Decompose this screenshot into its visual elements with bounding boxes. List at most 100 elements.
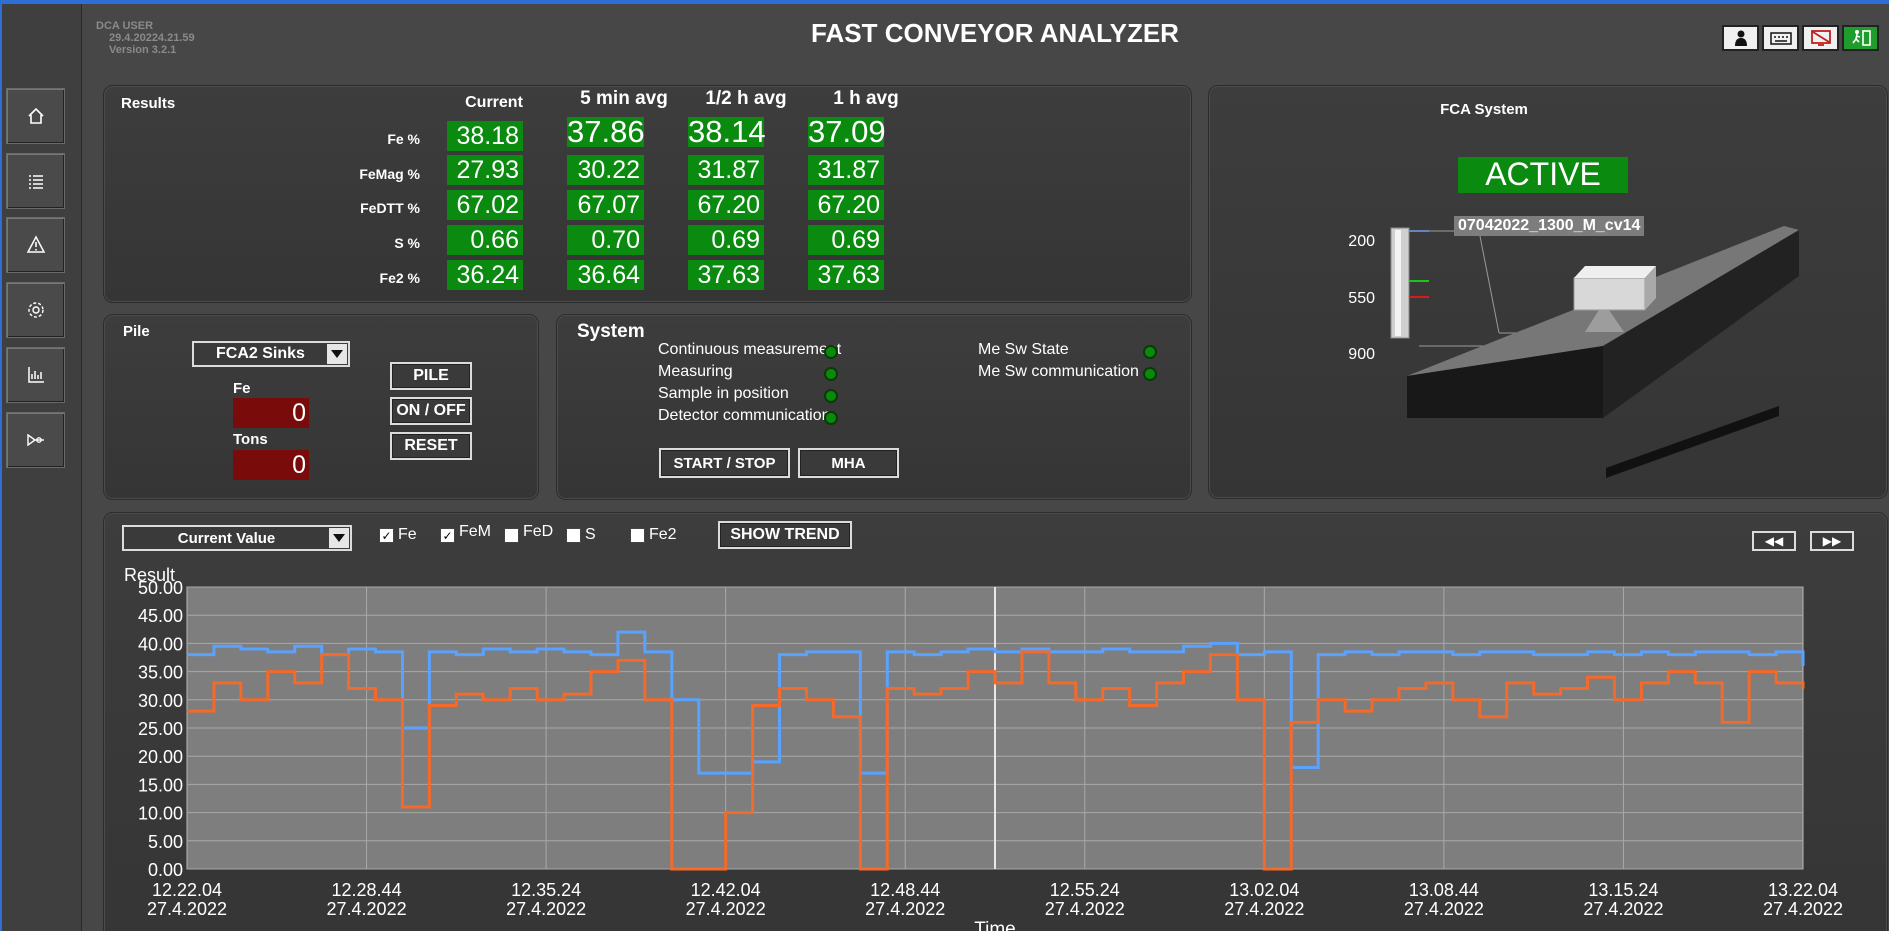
- x-tick-date: 27.4.2022: [686, 899, 766, 919]
- led-continuous: [824, 345, 838, 359]
- led-measuring: [824, 367, 838, 381]
- fe-5min: 37.86: [567, 114, 645, 149]
- row-label-fedtt: FeDTT %: [360, 200, 420, 216]
- screen-off-button[interactable]: [1802, 25, 1839, 51]
- window-top-border: [0, 0, 1889, 4]
- show-trend-button[interactable]: SHOW TREND: [718, 521, 852, 549]
- s-halfhour: 0.69: [688, 225, 764, 255]
- row-label-fe: Fe %: [387, 131, 420, 147]
- home-nav-button[interactable]: [6, 88, 65, 144]
- datetime: 29.4.20224.21.59: [109, 32, 195, 44]
- row-label-fe2: Fe2 %: [379, 270, 420, 286]
- top-toolbar: [1722, 25, 1879, 51]
- fem-checkbox-label: FeM: [459, 523, 491, 540]
- y-tick-label: 0.00: [148, 860, 183, 880]
- x-tick-time: 12.42.04: [691, 880, 761, 900]
- status-label-detector: Detector communication: [658, 407, 831, 424]
- y-tick-label: 10.00: [138, 804, 183, 824]
- pile-fe-label: Fe: [233, 380, 251, 397]
- s-current: 0.66: [447, 225, 523, 255]
- mha-button[interactable]: MHA: [798, 448, 899, 478]
- pile-title: Pile: [123, 323, 150, 340]
- trend-nav-button[interactable]: [6, 347, 65, 403]
- scale-550: 550: [1348, 290, 1375, 307]
- signal-nav-button[interactable]: [6, 412, 65, 468]
- status-label-continuous: Continuous measurement: [658, 341, 842, 358]
- keyboard-button[interactable]: [1762, 25, 1799, 51]
- results-panel: Results Current 5 min avg 1/2 h avg 1 h …: [103, 85, 1192, 303]
- user-button[interactable]: [1722, 25, 1759, 51]
- results-title: Results: [121, 95, 176, 112]
- system-panel: System Continuous measurement Measuring …: [556, 314, 1192, 500]
- measurement-file-label: 07042022_1300_M_cv14: [1454, 216, 1645, 236]
- led-sample: [824, 389, 838, 403]
- x-tick-time: 13.15.24: [1588, 880, 1658, 900]
- chevron-down-icon: [327, 344, 347, 364]
- fe2-1h: 37.63: [808, 260, 884, 290]
- previous-page-button[interactable]: ◀◀: [1752, 531, 1796, 551]
- pile-button[interactable]: PILE: [390, 362, 472, 390]
- next-page-button[interactable]: ▶▶: [1810, 531, 1854, 551]
- s-checkbox[interactable]: [566, 528, 581, 543]
- x-tick-time: 12.22.04: [152, 880, 222, 900]
- led-mesw-state: [1143, 345, 1157, 359]
- alarms-nav-button[interactable]: [6, 217, 65, 273]
- x-tick-time: 13.08.44: [1409, 880, 1479, 900]
- series-line-0: [187, 630, 1805, 775]
- status-label-mesw-comm: Me Sw communication: [978, 363, 1139, 380]
- reset-button[interactable]: RESET: [390, 432, 472, 460]
- start-stop-button[interactable]: START / STOP: [659, 448, 790, 478]
- col-1h-avg: 1 h avg: [833, 88, 899, 109]
- x-tick-date: 27.4.2022: [865, 899, 945, 919]
- fedtt-1h: 67.20: [808, 190, 884, 220]
- pile-panel: Pile FCA2 Sinks Fe 0 Tons 0 PILE ON / OF…: [103, 314, 539, 500]
- fe-checkbox[interactable]: ✓: [379, 528, 394, 543]
- sidebar: [2, 4, 82, 931]
- trend-mode-select[interactable]: Current Value: [122, 525, 352, 551]
- fed-checkbox[interactable]: [504, 528, 519, 543]
- pile-tons-label: Tons: [233, 431, 268, 448]
- pile-fe-value: 0: [233, 398, 309, 428]
- pile-select[interactable]: FCA2 Sinks: [192, 341, 350, 367]
- gear-icon: [27, 302, 44, 318]
- fe-checkbox-label: Fe: [398, 526, 417, 543]
- fedtt-halfhour: 67.20: [688, 190, 764, 220]
- scale-200: 200: [1348, 233, 1375, 250]
- fe2-checkbox[interactable]: [630, 528, 645, 543]
- pile-tons-value: 0: [233, 450, 309, 480]
- fedtt-current: 67.02: [447, 190, 523, 220]
- onoff-button[interactable]: ON / OFF: [390, 397, 472, 425]
- status-label-sample: Sample in position: [658, 385, 789, 402]
- window-left-border: [0, 4, 2, 931]
- x-tick-time: 12.35.24: [511, 880, 581, 900]
- trend-panel: Current Value ✓ Fe ✓ FeM FeD S Fe2 SHOW …: [103, 512, 1888, 931]
- list-nav-button[interactable]: [6, 153, 65, 209]
- fem-checkbox[interactable]: ✓: [440, 528, 455, 543]
- x-tick-time: 12.28.44: [332, 880, 402, 900]
- x-tick-time: 12.48.44: [870, 880, 940, 900]
- femag-current: 27.93: [447, 155, 523, 185]
- trend-chart: 50.00 45.00 40.00 35.00 30.00 25.00 20.00 15.00…: [124, 565, 1843, 931]
- x-tick-time: 13.02.04: [1229, 880, 1299, 900]
- user-info: DCA USER 29.4.20224.21.59 Version 3.2.1: [96, 20, 195, 56]
- x-tick-date: 27.4.2022: [1763, 899, 1843, 919]
- fedtt-5min: 67.07: [567, 190, 644, 220]
- settings-nav-button[interactable]: [6, 282, 65, 338]
- y-tick-label: 50.00: [138, 578, 183, 598]
- s-1h: 0.69: [808, 225, 884, 255]
- y-tick-label: 45.00: [138, 606, 183, 626]
- row-label-femag: FeMag %: [359, 166, 420, 182]
- y-tick-label: 5.00: [148, 832, 183, 852]
- rewind-icon: ◀◀: [1764, 534, 1784, 548]
- series-line-1: [187, 650, 1805, 871]
- x-tick-time: 12.55.24: [1050, 880, 1120, 900]
- fe2-5min: 36.64: [567, 260, 644, 290]
- row-label-s: S %: [394, 235, 420, 251]
- femag-5min: 30.22: [567, 155, 644, 185]
- s-checkbox-label: S: [585, 526, 596, 543]
- x-tick-date: 27.4.2022: [506, 899, 586, 919]
- x-tick-date: 27.4.2022: [1583, 899, 1663, 919]
- fe-halfhour: 38.14: [688, 114, 766, 149]
- exit-button[interactable]: [1842, 25, 1879, 51]
- chart-icon: [27, 367, 44, 383]
